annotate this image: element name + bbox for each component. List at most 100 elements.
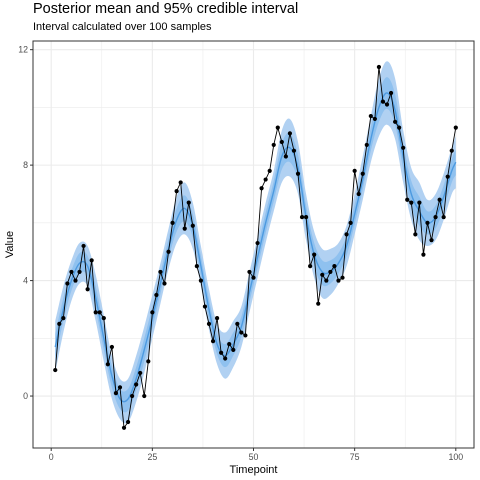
observed-point [125,419,131,425]
observed-point [198,278,204,283]
observed-point [85,287,90,292]
observed-point [247,269,252,275]
observed-point [109,344,114,350]
x-tick-label: 75 [350,452,360,462]
observed-point [105,362,110,367]
observed-point [303,214,309,220]
observed-point [61,316,66,321]
observed-point [336,278,341,283]
observed-point [283,154,288,159]
observed-point [166,249,171,254]
observed-point [263,177,268,182]
observed-point [97,310,102,315]
observed-point [421,252,426,257]
observed-point [65,281,70,286]
observed-point [413,232,418,237]
observed-point [239,330,244,335]
observed-point [340,275,345,280]
observed-point [397,125,402,130]
observed-point [255,240,260,246]
observed-point [417,200,422,205]
observed-point [409,200,414,205]
observed-point [437,197,442,202]
y-tick-label: 12 [18,45,28,55]
observed-point [81,243,86,249]
observed-point [57,321,62,326]
observed-point [121,425,127,430]
observed-point [93,310,98,315]
observed-series [53,64,458,430]
observed-point [275,125,280,130]
observed-point [348,220,353,225]
observed-point [190,223,195,228]
observed-point [388,90,394,96]
observed-point [138,370,143,376]
observed-point [393,119,398,124]
axes: 0 25 50 75 100 0 4 8 12 [18,45,463,462]
observed-point [328,269,333,275]
observed-point [405,197,410,202]
y-tick-label: 4 [23,276,28,286]
observed-point [316,301,321,306]
observed-point [219,350,224,355]
observed-point [449,148,454,153]
observed-point [401,145,406,150]
x-axis-title: Timepoint [230,464,278,476]
observed-point [425,220,430,225]
y-tick-label: 0 [23,391,28,401]
observed-point [210,339,216,344]
observed-point [299,214,305,220]
observed-point [69,269,74,275]
observed-point [267,168,272,173]
observed-point [372,116,377,122]
observed-point [368,113,373,119]
observed-point [202,304,208,309]
x-tick-label: 100 [448,452,463,462]
observed-point [364,142,369,148]
y-tick-label: 8 [23,160,28,170]
observed-point [271,142,276,148]
observed-point [360,171,365,176]
observed-point [150,310,155,315]
observed-point [433,214,438,220]
observed-point [117,385,123,390]
observed-point [154,292,159,298]
observed-point [206,321,212,326]
observed-point [380,99,386,104]
observed-point [227,341,232,347]
observed-point [445,174,450,179]
observed-point [295,171,301,176]
observed-point [376,64,382,70]
observed-point [308,264,313,269]
observed-point [182,226,187,231]
observed-point [89,258,94,263]
observed-point [279,139,284,145]
x-tick-label: 0 [49,452,54,462]
observed-point [77,269,82,275]
observed-point [320,272,325,277]
observed-point [142,393,147,399]
y-axis-title: Value [4,231,16,258]
observed-point [174,188,179,194]
observed-point [170,220,175,225]
observed-point [291,148,297,153]
observed-point [243,333,248,338]
observed-point [344,232,349,237]
observed-point [162,281,167,286]
observed-point [429,238,434,243]
observed-point [332,264,337,269]
observed-point [134,382,139,387]
observed-point [384,102,390,107]
x-tick-label: 50 [249,452,259,462]
chart-title: Posterior mean and 95% credible interval [33,1,299,17]
observed-point [186,200,191,205]
observed-point [356,191,361,197]
observed-point [146,359,151,364]
observed-point [73,278,78,283]
observed-point [178,180,183,185]
observed-point [53,367,58,373]
observed-point [235,321,240,326]
observed-point [194,264,199,269]
observed-point [130,393,135,399]
